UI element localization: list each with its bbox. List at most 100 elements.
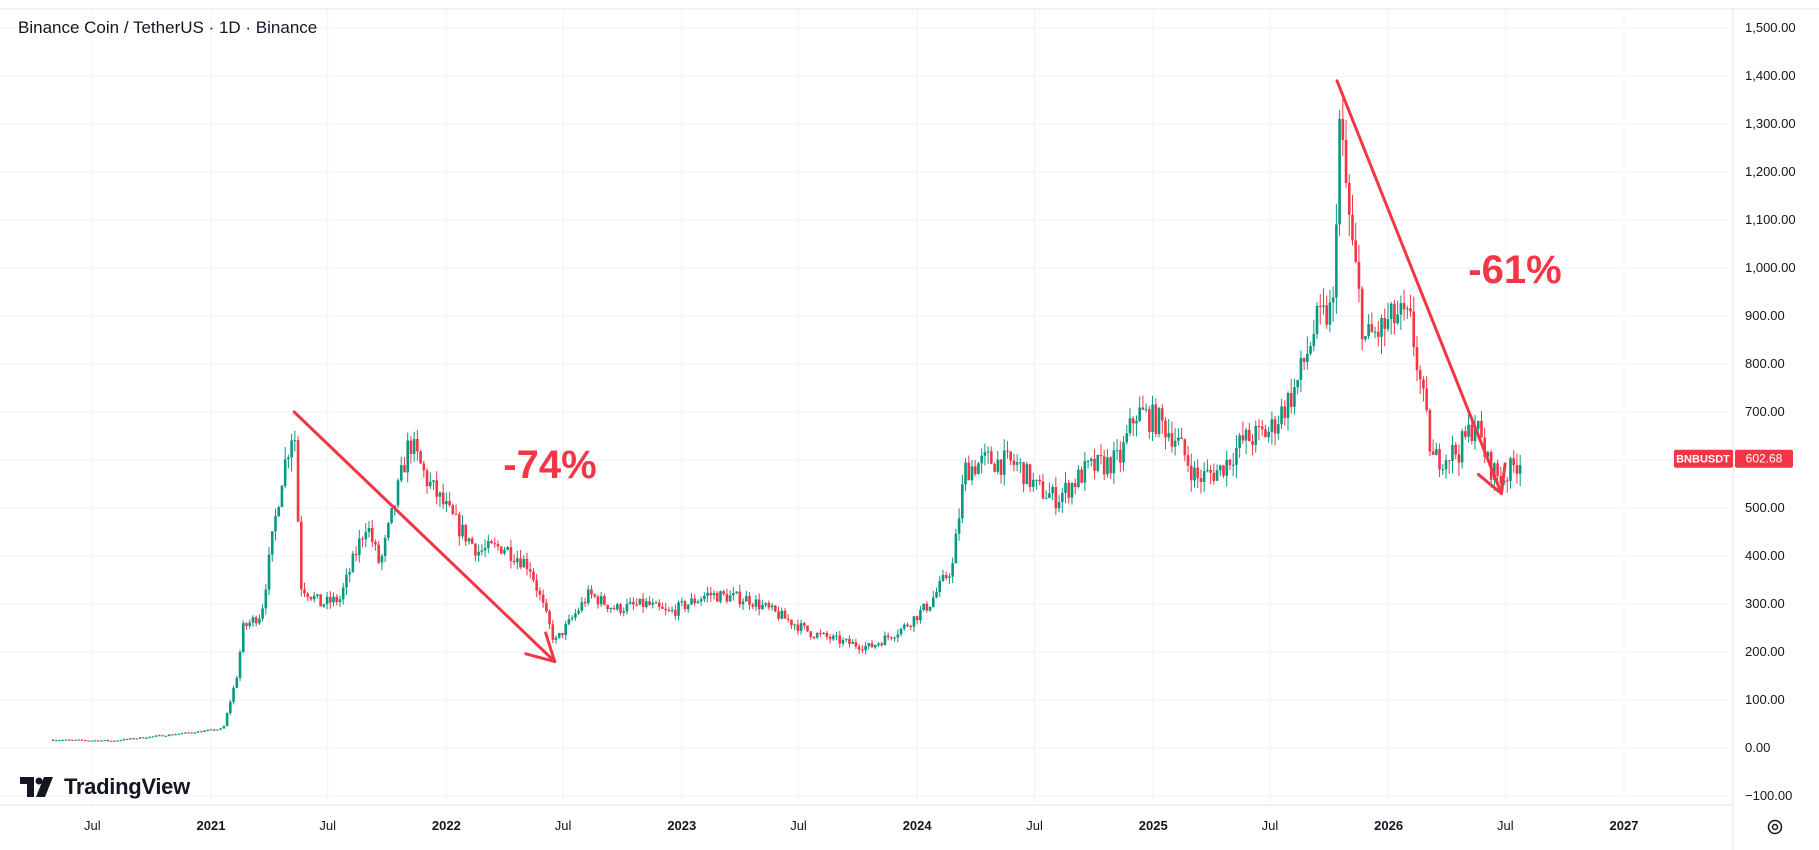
candle-body — [61, 739, 64, 741]
x-tick-label: Jul — [1262, 818, 1279, 833]
candle-body — [516, 558, 519, 563]
candle-body — [938, 580, 942, 593]
candle-body — [654, 602, 658, 604]
candle-body — [180, 733, 184, 735]
candle-body — [1025, 464, 1029, 485]
candle-body — [1131, 418, 1135, 424]
candle-body — [1364, 336, 1367, 340]
candle-body — [977, 463, 980, 475]
candle-body — [412, 438, 416, 454]
candle-body — [299, 521, 303, 590]
drawdown-arrow-head — [1476, 462, 1507, 496]
candle-body — [1386, 319, 1390, 329]
candle-body — [932, 597, 935, 607]
candle-body — [1151, 404, 1154, 432]
candle-body — [1435, 449, 1438, 455]
candle-body — [799, 623, 803, 631]
candle-body — [1244, 429, 1248, 441]
candle-body — [838, 635, 842, 644]
candle-body — [354, 553, 358, 556]
candle-body — [844, 639, 848, 641]
annotations: -74% -61% — [292, 79, 1562, 664]
candle-body — [699, 599, 703, 602]
candle-body — [106, 740, 110, 742]
candle-body — [351, 553, 355, 573]
candle-body — [715, 593, 719, 602]
candle-body — [1193, 467, 1196, 481]
candle-body — [158, 735, 161, 737]
candle-body — [496, 543, 500, 547]
candle-body — [241, 623, 245, 653]
candle-body — [90, 740, 93, 742]
candle-body — [522, 558, 526, 568]
candle-body — [1070, 483, 1074, 498]
x-tick-label: Jul — [555, 818, 572, 833]
candle-body — [1325, 305, 1328, 325]
candle-body — [1090, 458, 1093, 461]
candle-body — [425, 470, 429, 487]
candle-body — [1341, 118, 1345, 140]
candle-body — [1167, 433, 1170, 438]
candle-body — [1199, 478, 1203, 482]
gear-icon[interactable] — [1765, 817, 1785, 837]
candle-body — [87, 740, 90, 742]
candle-body — [990, 451, 993, 464]
candle-body — [1080, 469, 1083, 483]
candle-body — [941, 575, 945, 581]
tradingview-logo-icon — [20, 777, 53, 797]
candle-body — [1222, 465, 1225, 476]
candle-body — [635, 604, 638, 606]
candle-body — [590, 589, 593, 595]
y-tick-label: 400.00 — [1745, 548, 1785, 563]
candle-body — [1518, 465, 1522, 474]
tradingview-logo[interactable]: TradingView — [20, 774, 190, 800]
candle-body — [890, 637, 893, 639]
candle-body — [1464, 431, 1467, 437]
candle-body — [1141, 407, 1145, 410]
candle-body — [1115, 450, 1119, 452]
candle-body — [819, 633, 822, 635]
candle-body — [1412, 311, 1416, 348]
y-tick-label: 1,400.00 — [1745, 68, 1796, 83]
candle-body — [1373, 331, 1377, 333]
candle-body — [1112, 450, 1116, 474]
candle-body — [1128, 418, 1132, 434]
candle-body — [925, 603, 929, 611]
candle-body — [380, 555, 384, 563]
candle-body — [906, 624, 909, 627]
candle-body — [1418, 370, 1422, 380]
candle-body — [345, 574, 348, 588]
candle-body — [1257, 426, 1261, 428]
drawdown-label: -61% — [1468, 248, 1561, 292]
candle-body — [561, 632, 564, 636]
candle-body — [1189, 465, 1193, 481]
candle-body — [196, 731, 200, 733]
candle-body — [1396, 314, 1399, 324]
last-price-label: 602.68 — [1746, 452, 1783, 466]
candle-body — [258, 618, 261, 624]
candle-body — [503, 549, 506, 554]
candle-body — [902, 624, 906, 629]
candle-body — [661, 606, 664, 609]
candle-body — [1012, 460, 1016, 465]
candle-body — [754, 599, 758, 607]
candle-body — [593, 594, 597, 597]
candle-body — [570, 617, 574, 620]
candle-body — [703, 595, 706, 600]
candle-body — [1212, 472, 1216, 481]
candle-body — [283, 459, 287, 486]
candle-body — [387, 522, 390, 538]
candle-body — [116, 740, 119, 742]
candle-body — [541, 594, 545, 603]
candle-body — [1302, 358, 1306, 362]
candle-body — [1125, 433, 1129, 443]
candle-body — [851, 642, 854, 644]
candle-body — [770, 605, 774, 608]
candle-body — [1086, 460, 1090, 462]
candle-body — [390, 508, 393, 523]
candle-body — [751, 604, 755, 607]
candle-body — [487, 541, 490, 548]
candle-body — [809, 631, 813, 638]
candle-body — [532, 571, 535, 581]
